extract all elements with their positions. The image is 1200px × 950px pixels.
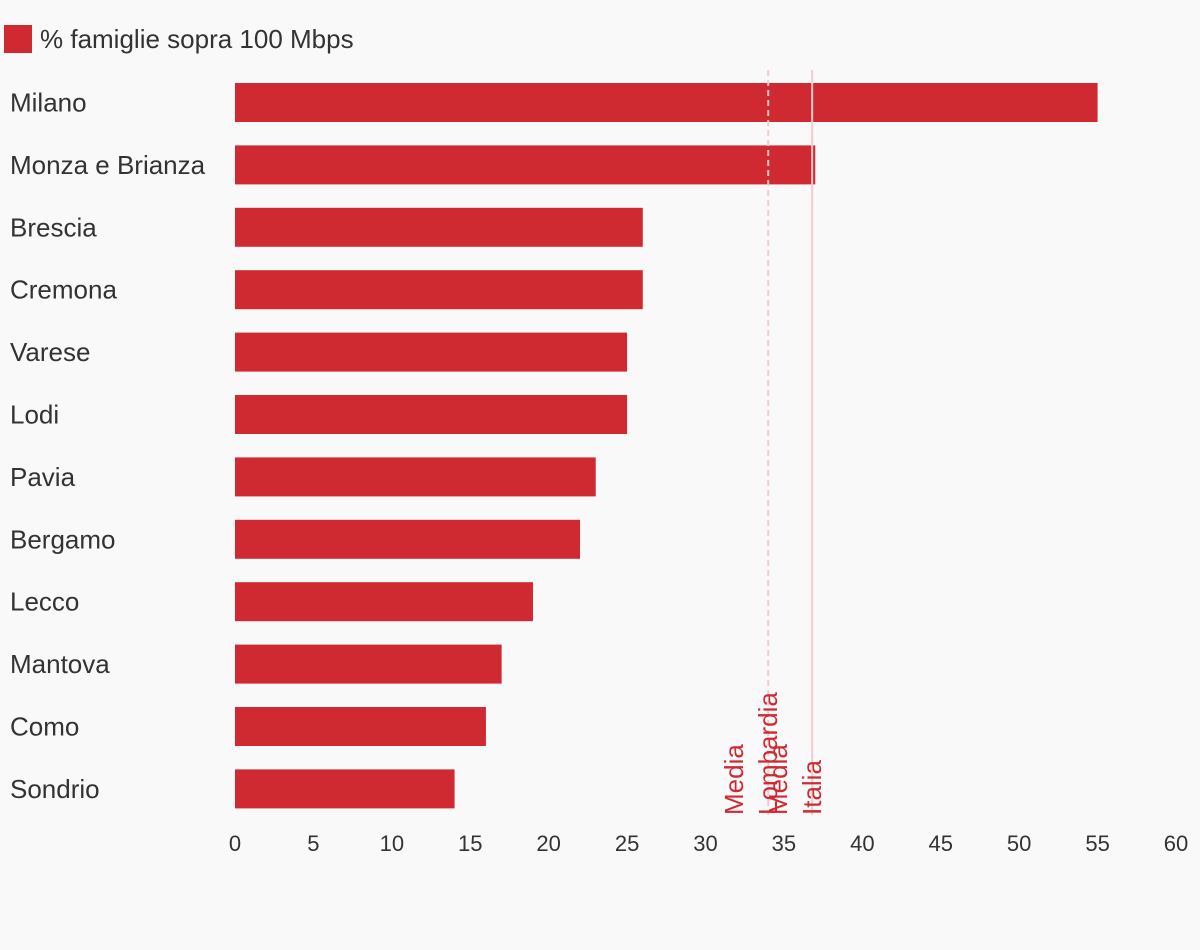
category-label: Lodi xyxy=(10,400,59,430)
category-label: Bergamo xyxy=(10,524,116,554)
x-tick-label: 35 xyxy=(772,831,796,856)
reference-label-line: Media xyxy=(719,744,749,815)
reference-label-line: Media xyxy=(763,744,793,815)
x-tick-label: 5 xyxy=(307,831,319,856)
bar-lecco xyxy=(235,582,533,622)
x-tick-label: 55 xyxy=(1085,831,1109,856)
x-tick-label: 30 xyxy=(693,831,717,856)
bar-mantova xyxy=(235,644,502,684)
category-label: Lecco xyxy=(10,587,79,617)
x-tick-label: 0 xyxy=(229,831,241,856)
category-label: Pavia xyxy=(10,462,76,492)
category-label: Como xyxy=(10,712,79,742)
legend-label: % famiglie sopra 100 Mbps xyxy=(40,23,354,54)
bar-bergamo xyxy=(235,519,581,559)
reference-label-lombardia: Media Lombardia xyxy=(719,692,783,815)
category-label: Mantova xyxy=(10,649,110,679)
bar-milano xyxy=(235,83,1098,122)
x-tick-label: 20 xyxy=(536,831,560,856)
category-label: Milano xyxy=(10,88,87,118)
category-label: Monza e Brianza xyxy=(10,150,206,180)
x-tick-label: 10 xyxy=(380,831,404,856)
bar-monza-e-brianza xyxy=(235,145,816,185)
legend[interactable]: % famiglie sopra 100 Mbps xyxy=(4,24,354,54)
reference-label-italia: Media Italia xyxy=(763,744,827,815)
x-tick-label: 45 xyxy=(929,831,953,856)
category-label: Cremona xyxy=(10,275,117,305)
bar-lodi xyxy=(235,395,628,434)
legend-swatch xyxy=(4,25,32,53)
bar-cremona xyxy=(235,270,643,310)
x-tick-label: 40 xyxy=(850,831,874,856)
reference-label-line: Italia xyxy=(797,760,827,815)
category-label: Sondrio xyxy=(10,774,100,804)
bar-pavia xyxy=(235,457,596,497)
reference-label-line: Lombardia xyxy=(753,692,783,815)
category-label: Varese xyxy=(10,337,90,367)
bar-sondrio xyxy=(235,769,455,809)
category-label: Brescia xyxy=(10,212,97,242)
bar-brescia xyxy=(235,207,643,247)
x-tick-label: 25 xyxy=(615,831,639,856)
bar-como xyxy=(235,707,486,746)
bar-varese xyxy=(235,332,628,372)
x-tick-label: 60 xyxy=(1164,831,1188,856)
x-tick-label: 15 xyxy=(458,831,482,856)
x-tick-label: 50 xyxy=(1007,831,1031,856)
